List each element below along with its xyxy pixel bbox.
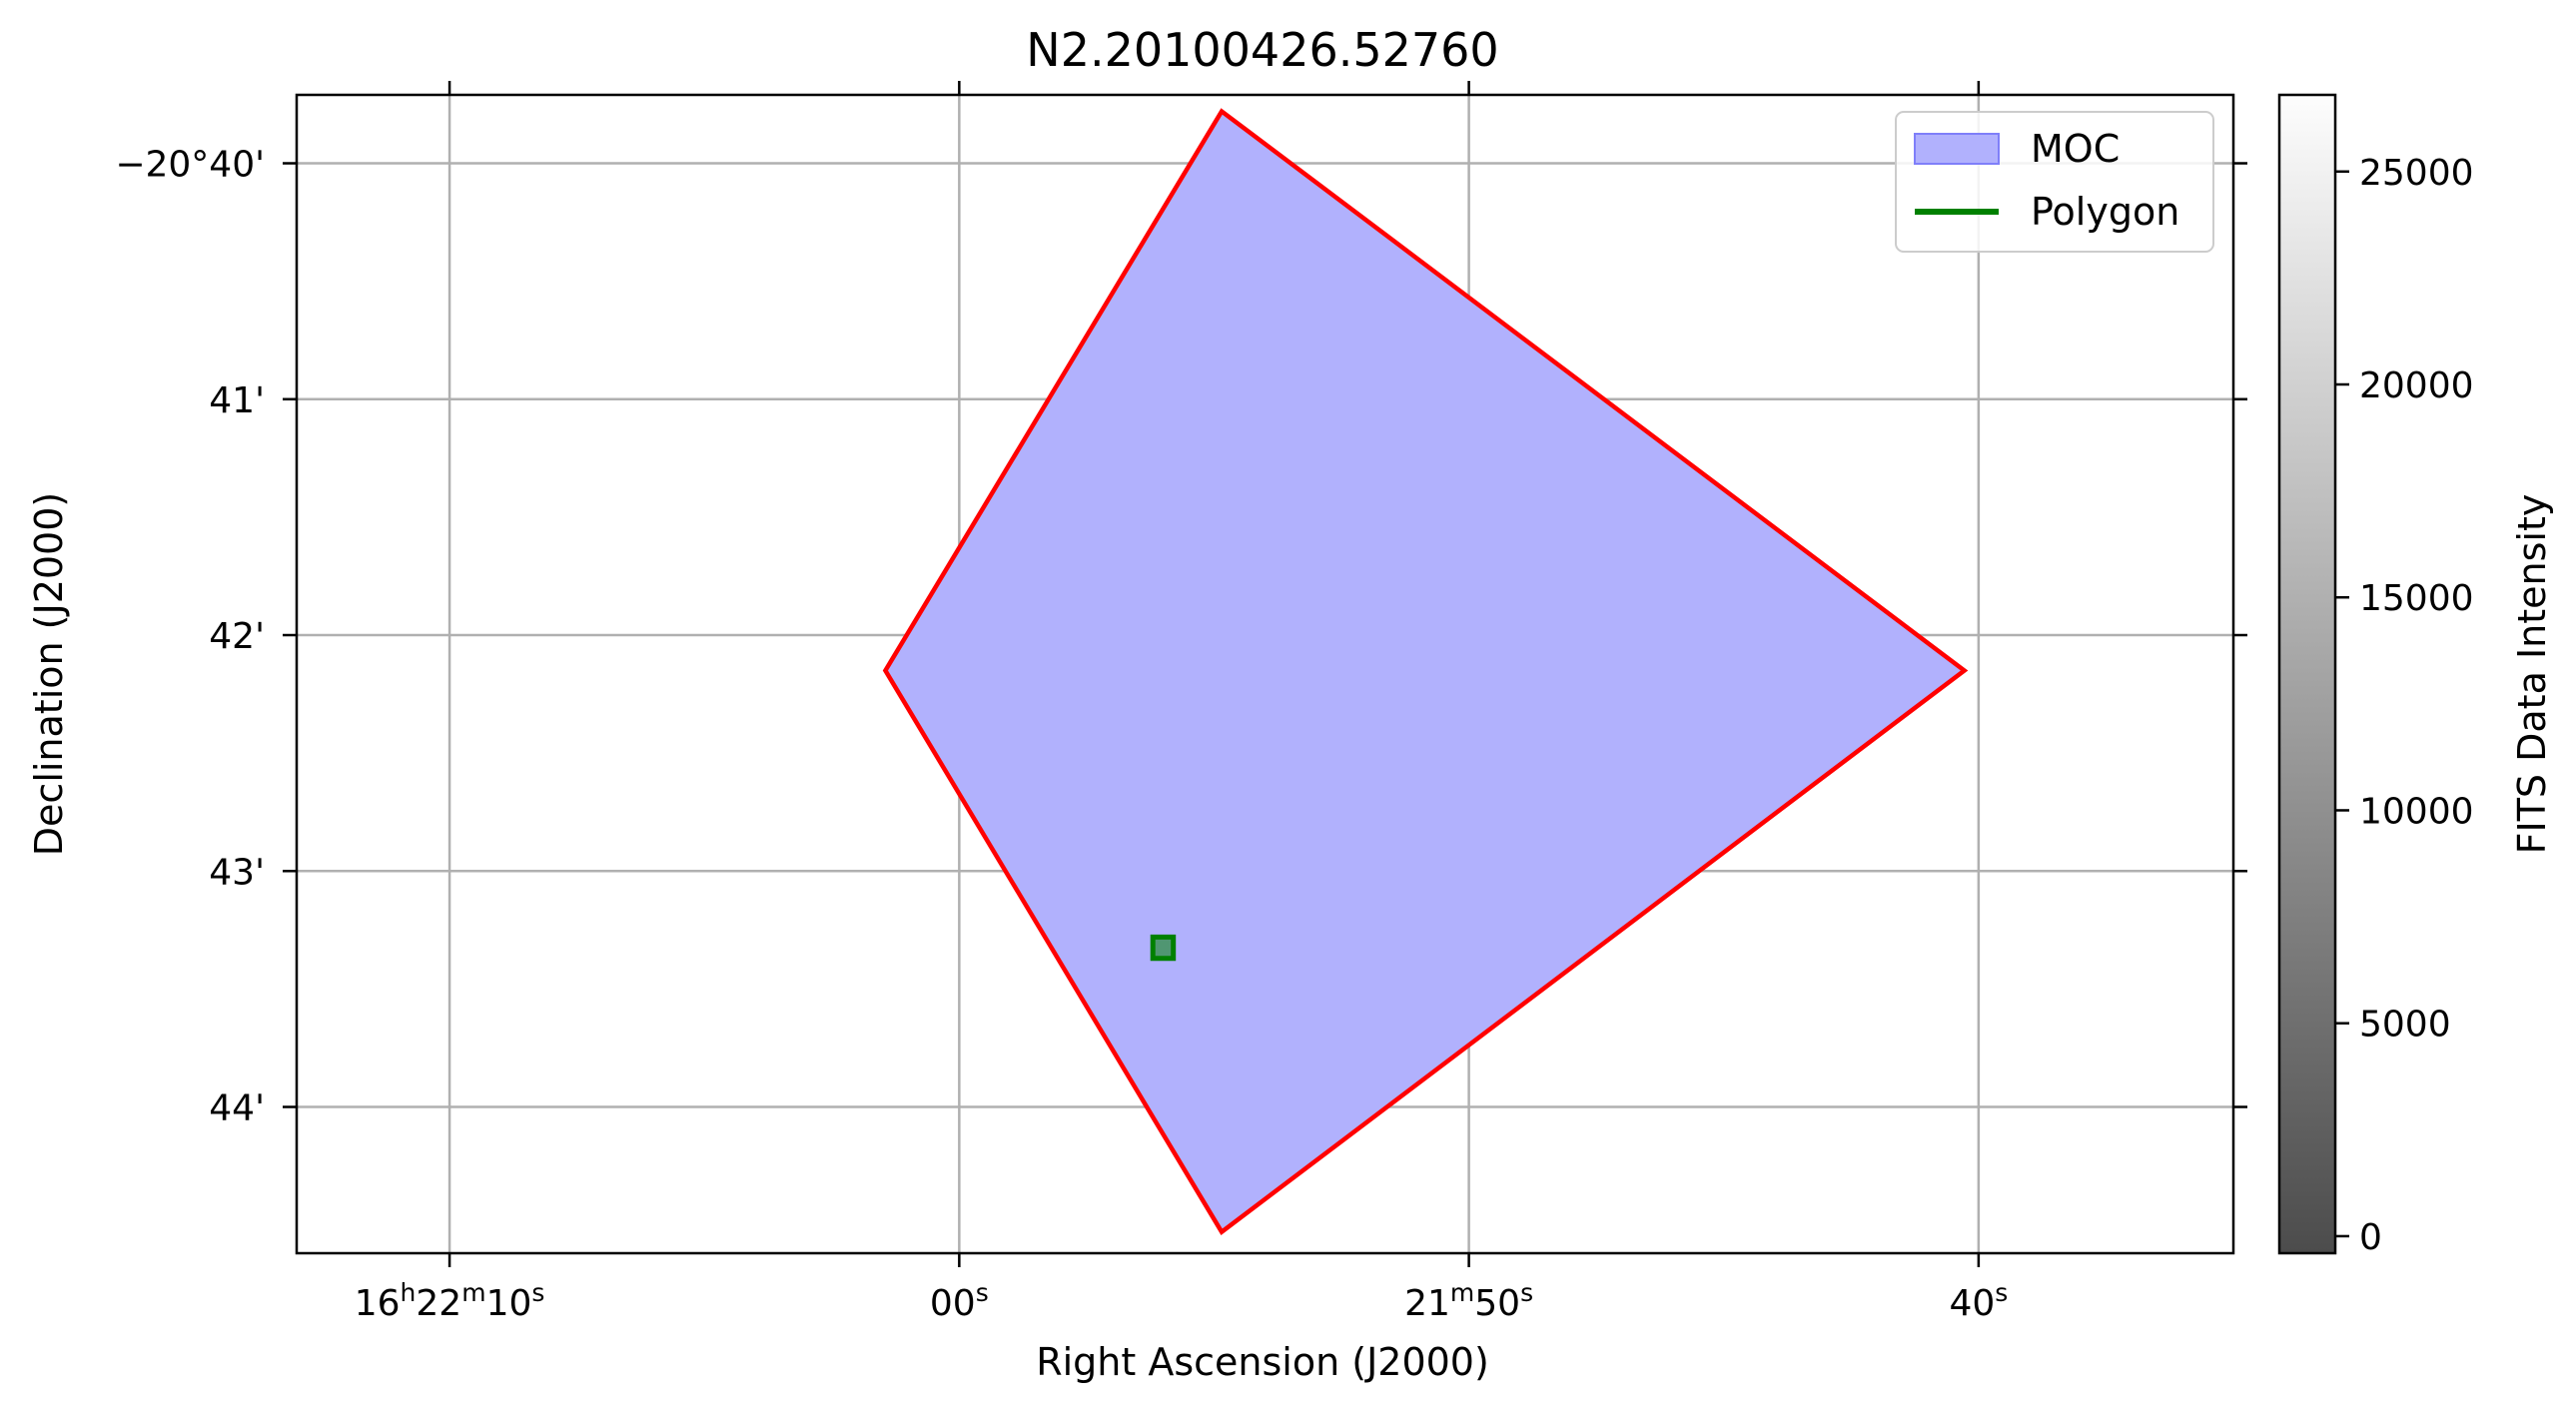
- y-tick-label: 42': [209, 616, 265, 657]
- colorbar-tick-label: 0: [2359, 1217, 2382, 1258]
- legend: MOC Polygon: [1895, 111, 2214, 253]
- legend-polygon-label: Polygon: [2031, 190, 2179, 234]
- data-layer: [882, 108, 1969, 1236]
- polygon-outline: [1150, 934, 1177, 962]
- y-tick-label: 41': [209, 380, 265, 421]
- chart-title: N2.20100426.52760: [1026, 23, 1498, 77]
- colorbar-tick-label: 5000: [2359, 1005, 2451, 1046]
- plot-frame: [295, 93, 2235, 1255]
- y-tick-label: −20°40': [115, 145, 265, 186]
- y-tick-label: 44': [209, 1088, 265, 1129]
- x-axis-label: Right Ascension (J2000): [1036, 1340, 1489, 1384]
- colorbar-ticks: 0 5000 10000 15000 20000 25000: [2335, 153, 2474, 1258]
- y-axis-label: Declination (J2000): [27, 492, 71, 856]
- x-tick-label: 21m50s: [1404, 1278, 1533, 1325]
- y-tick-label: 43': [209, 852, 265, 893]
- colorbar-label: FITS Data Intensity: [2510, 494, 2554, 855]
- colorbar-tick-label: 25000: [2359, 153, 2474, 194]
- colorbar: [2277, 93, 2337, 1255]
- legend-moc-label: MOC: [2031, 127, 2120, 171]
- colorbar-tick-label: 10000: [2359, 791, 2474, 832]
- colorbar-tick-label: 20000: [2359, 365, 2474, 406]
- tick-layer: 16h22m10s 00s 21m50s 40s −20°40' 41' 42' 43' 44': [115, 81, 2247, 1324]
- x-tick-label: 40s: [1949, 1278, 2008, 1325]
- legend-moc-swatch: [1914, 133, 2000, 165]
- x-tick-label: 00s: [930, 1278, 989, 1325]
- moc-region: [882, 108, 1969, 1236]
- colorbar-tick-label: 15000: [2359, 578, 2474, 619]
- x-tick-label: 16h22m10s: [355, 1278, 545, 1325]
